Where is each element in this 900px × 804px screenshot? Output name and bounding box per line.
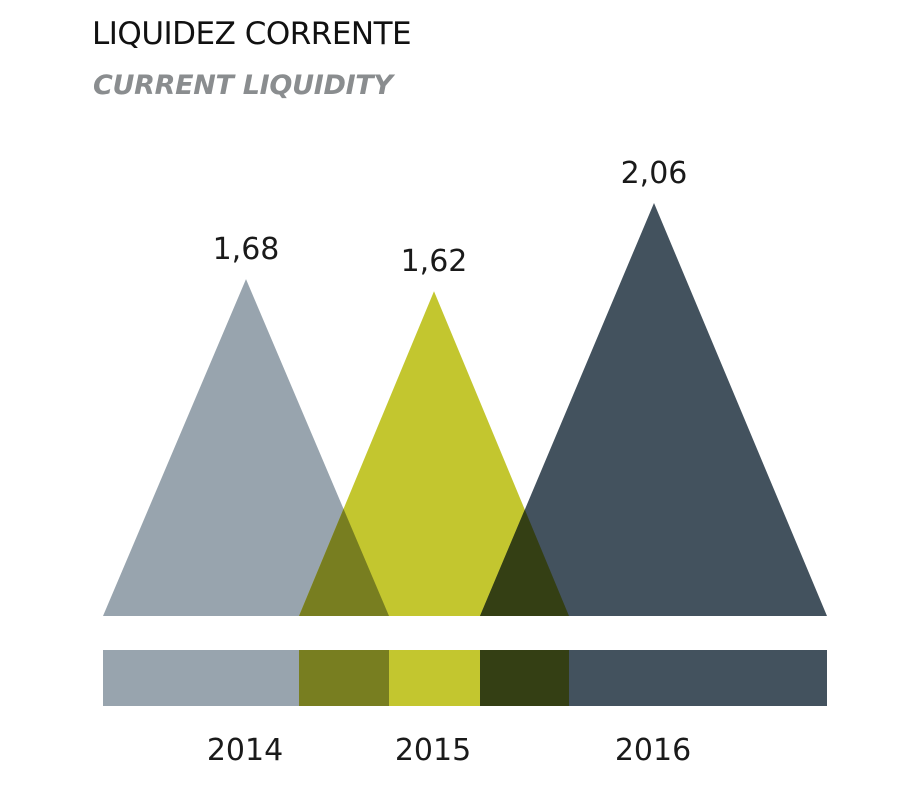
year-label-2016: 2016: [615, 733, 691, 768]
value-label-2015: 1,62: [401, 244, 468, 279]
band-2014: [103, 650, 299, 706]
band-2016: [569, 650, 827, 706]
overlap-2014-2015: [299, 508, 389, 616]
value-label-2014: 1,68: [213, 232, 280, 267]
overlap-2015-2016: [480, 509, 569, 616]
base-band: [103, 650, 827, 706]
triangle-2015: [299, 291, 569, 616]
year-labels: 2014 2015 2016: [207, 733, 691, 768]
year-label-2014: 2014: [207, 733, 283, 768]
band-overlap-2014-2015: [299, 650, 389, 706]
triangle-marks: [103, 202, 827, 616]
chart-subtitle: CURRENT LIQUIDITY: [93, 70, 393, 101]
band-2015: [389, 650, 480, 706]
year-label-2015: 2015: [395, 733, 471, 768]
band-overlap-2015-2016: [480, 650, 569, 706]
overlap-marks: [299, 508, 569, 616]
triangle-2016: [480, 202, 827, 616]
chart-title: LIQUIDEZ CORRENTE: [92, 16, 412, 52]
value-labels: 1,68 1,62 2,06: [213, 156, 688, 279]
value-label-2016: 2,06: [621, 156, 688, 191]
triangle-2014: [103, 279, 389, 616]
